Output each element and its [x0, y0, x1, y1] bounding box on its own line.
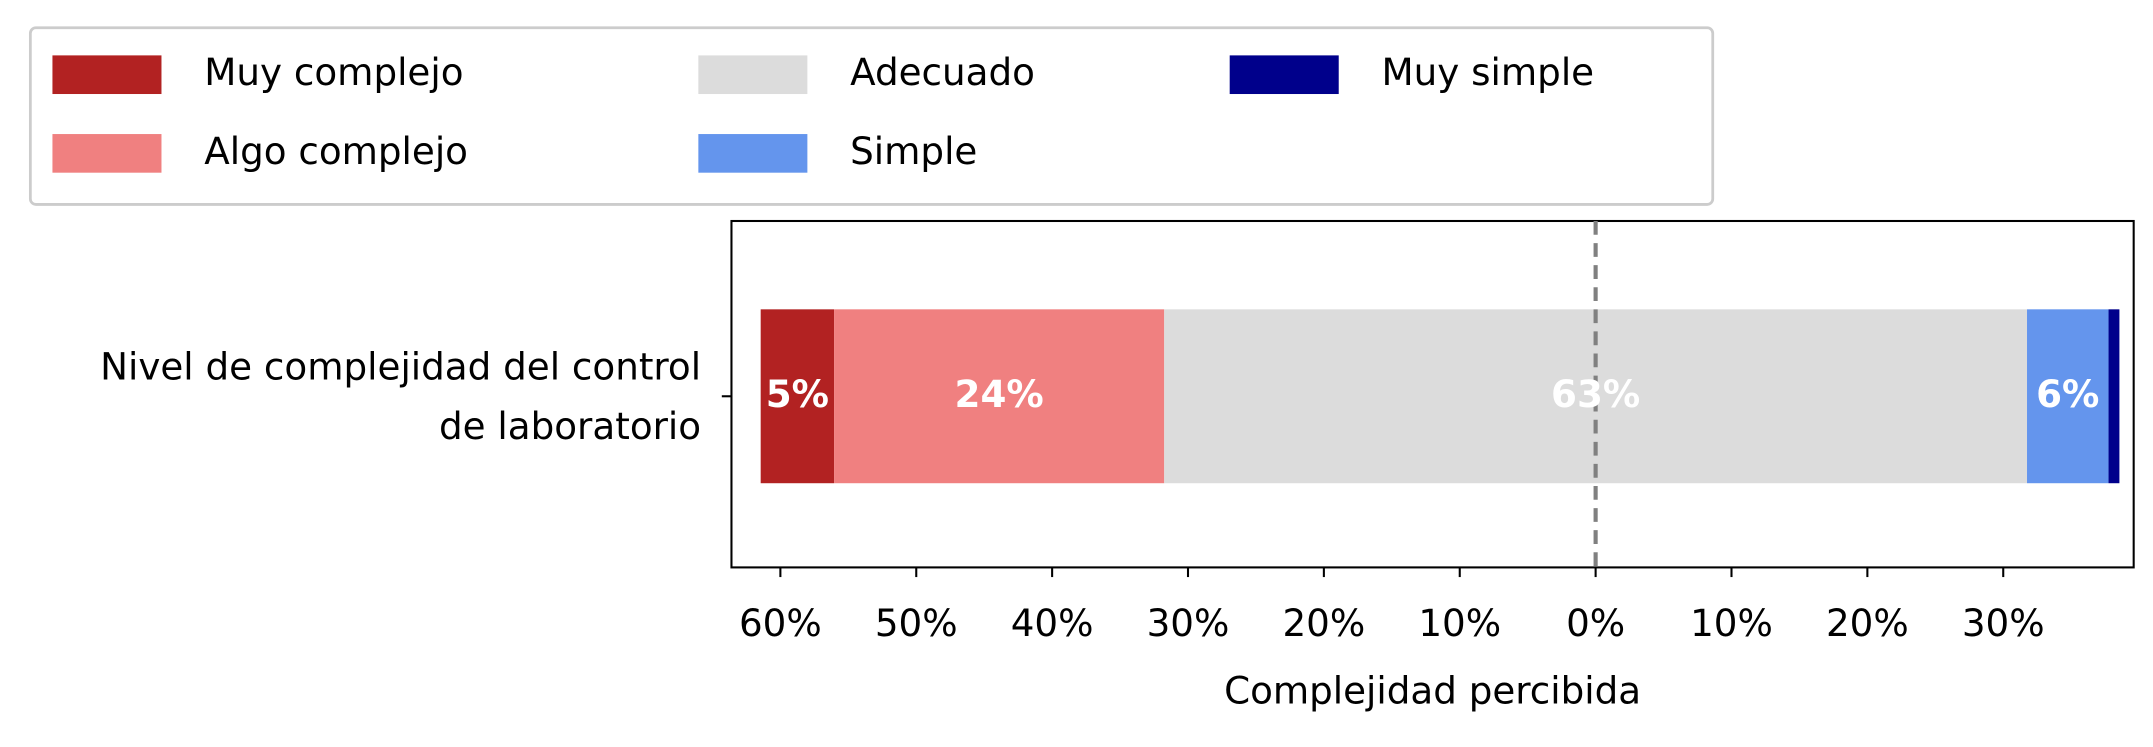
x-tick-label: 30%	[1147, 601, 1230, 645]
value-label: 24%	[955, 372, 1044, 416]
legend-swatch	[698, 55, 808, 95]
legend-label: Adecuado	[850, 50, 1035, 94]
y-label-box: Nivel de complejidad del control de labo…	[100, 346, 702, 449]
legend-label: Muy complejo	[204, 50, 463, 94]
bar-segment	[834, 309, 1165, 484]
legend-label: Muy simple	[1382, 50, 1595, 94]
legend-swatch	[698, 134, 808, 173]
bar-segment	[2108, 309, 2120, 484]
legend-swatch	[52, 134, 162, 173]
x-tick-label: 50%	[875, 601, 958, 645]
x-tick-label: 0%	[1566, 601, 1625, 645]
legend-swatch	[1229, 55, 1339, 95]
value-label: 5%	[766, 372, 829, 416]
x-tick-label: 60%	[739, 601, 822, 645]
value-label: 6%	[2036, 372, 2099, 416]
value-label: 63%	[1551, 372, 1640, 416]
legend-label: Simple	[850, 129, 977, 173]
x-tick-label: 30%	[1962, 601, 2045, 645]
plot-frame	[730, 219, 2135, 569]
bar-segment	[2027, 309, 2109, 484]
x-tick-label: 10%	[1690, 601, 1773, 645]
x-tick-label: 20%	[1282, 601, 1365, 645]
x-tick-label: 40%	[1011, 601, 1094, 645]
legend-label: Algo complejo	[204, 129, 468, 173]
x-tick-label: 20%	[1826, 601, 1909, 645]
bar-segment	[760, 309, 835, 484]
legend-swatch	[52, 55, 162, 95]
x-tick-label: 10%	[1418, 601, 1501, 645]
y-tick-label: Nivel de complejidad del control de labo…	[100, 346, 702, 449]
x-axis-label: Complejidad percibida	[1224, 668, 1641, 712]
